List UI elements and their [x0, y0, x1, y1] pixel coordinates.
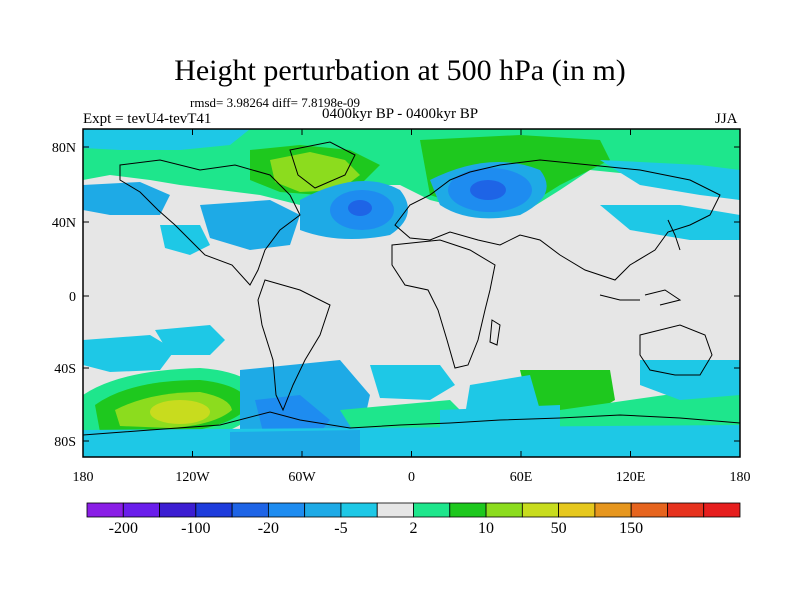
coast-australia [639, 324, 713, 376]
lon-tick-label: 180 [73, 470, 94, 485]
colorbar-swatch [703, 502, 741, 518]
antarctic-blue [230, 430, 360, 457]
colorbar-swatch [449, 502, 487, 518]
colorbar-swatch [340, 502, 378, 518]
colorbar-label: 2 [410, 520, 418, 537]
coast-greenland [289, 141, 356, 189]
lon-tick-label: 180 [730, 470, 751, 485]
lon-tick-label: 60E [510, 470, 533, 485]
coast-antarctica [82, 411, 741, 436]
atlantic-low-center [348, 200, 372, 216]
coastline-layer [82, 141, 741, 436]
colorbar-swatch [304, 502, 342, 518]
colorbar-label: -200 [109, 520, 138, 537]
latitude-axis: 80N 40N 0 40S 80S [52, 141, 740, 450]
lon-tick-label: 60W [288, 470, 316, 485]
south-pacific-cyan-a [83, 335, 175, 372]
stats-text: rmsd= 3.98264 diff= 7.8198e-09 [190, 95, 361, 110]
colorbar-swatch [594, 502, 632, 518]
figure-title: Height perturbation at 500 hPa (in m) [174, 54, 626, 87]
colorbar [86, 502, 741, 518]
colorbar-swatch [86, 502, 124, 518]
arctic-cyan-strip [83, 129, 250, 150]
south-pacific-yellow [150, 400, 210, 424]
period-label: 0400kyr BP - 0400kyr BP [322, 106, 479, 122]
season-label: JJA [715, 111, 738, 127]
colorbar-label: -100 [181, 520, 210, 537]
contour-fill-layer [83, 129, 740, 457]
lat-tick-label: 0 [69, 290, 76, 305]
coast-europe [394, 159, 721, 281]
lat-tick-label: 80S [54, 435, 76, 450]
colorbar-swatch [231, 502, 269, 518]
colorbar-swatch [376, 502, 414, 518]
coast-japan [667, 219, 681, 251]
colorbar-swatch [630, 502, 668, 518]
coast-north-america [119, 159, 301, 286]
lon-tick-label: 0 [408, 470, 415, 485]
colorbar-label: -5 [334, 520, 347, 537]
colorbar-swatch [159, 502, 197, 518]
coast-indonesia [599, 289, 682, 306]
colorbar-swatch [521, 502, 560, 518]
lat-tick-label: 40N [52, 216, 76, 231]
colorbar-label: 50 [551, 520, 567, 537]
colorbar-label: 10 [478, 520, 494, 537]
lat-tick-label: 80N [52, 141, 76, 156]
north-america-cyan [200, 200, 300, 250]
south-pacific-cyan-b [155, 325, 225, 355]
lon-tick-label: 120E [616, 470, 646, 485]
eurasian-low-center [470, 180, 506, 200]
colorbar-swatch [122, 502, 160, 518]
colorbar-labels: -200 -100 -20 -5 2 10 50 150 [109, 520, 644, 537]
coast-africa [391, 239, 496, 369]
pacific-cyan [83, 182, 170, 215]
colorbar-swatch [195, 502, 233, 518]
coast-madagascar [489, 319, 501, 346]
colorbar-swatch [267, 502, 306, 518]
colorbar-label: -20 [258, 520, 279, 537]
south-east-cyan [640, 360, 740, 400]
colorbar-swatch [667, 502, 705, 518]
greenland-yellowgreen [270, 152, 360, 192]
colorbar-label: 150 [619, 520, 643, 537]
south-indian-green [520, 370, 615, 415]
longitude-axis: 180 120W 60W 0 60E 120E 180 [73, 129, 751, 485]
colorbar-swatch [485, 502, 523, 518]
coast-south-america [257, 279, 331, 412]
asia-cyan [600, 205, 740, 240]
colorbar-swatch [413, 502, 451, 518]
lon-tick-label: 120W [175, 470, 210, 485]
lat-tick-label: 40S [54, 362, 76, 377]
south-atlantic-light [370, 365, 455, 400]
colorbar-swatch [558, 502, 596, 518]
experiment-label: Expt = tevU4-tevT41 [83, 111, 212, 127]
